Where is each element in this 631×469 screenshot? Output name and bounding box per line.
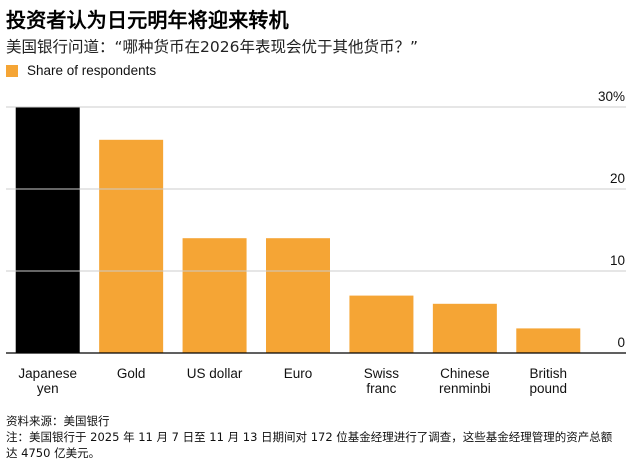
x-category-label: Britishpound: [530, 366, 568, 396]
x-category-label: US dollar: [187, 366, 243, 381]
x-category-label: Gold: [117, 366, 146, 381]
bar: [99, 140, 163, 353]
bar: [266, 238, 330, 353]
bar: [183, 238, 247, 353]
bar: [516, 328, 580, 353]
y-tick-label: 10: [610, 253, 625, 268]
y-tick-label: 20: [610, 171, 625, 186]
bar: [349, 296, 413, 353]
x-category-label: Swissfranc: [364, 366, 400, 396]
x-category-label: Chineserenminbi: [439, 366, 491, 396]
y-tick-label: 0: [617, 335, 625, 350]
bar: [16, 107, 80, 353]
source-note: 资料来源：美国银行: [6, 413, 110, 429]
bar: [433, 304, 497, 353]
y-tick-label: 30%: [598, 89, 625, 104]
x-category-label: Japaneseyen: [18, 366, 77, 396]
footnote: 注：美国银行于 2025 年 11 月 7 日至 11 月 13 日期间对 17…: [6, 429, 621, 461]
x-category-label: Euro: [284, 366, 313, 381]
